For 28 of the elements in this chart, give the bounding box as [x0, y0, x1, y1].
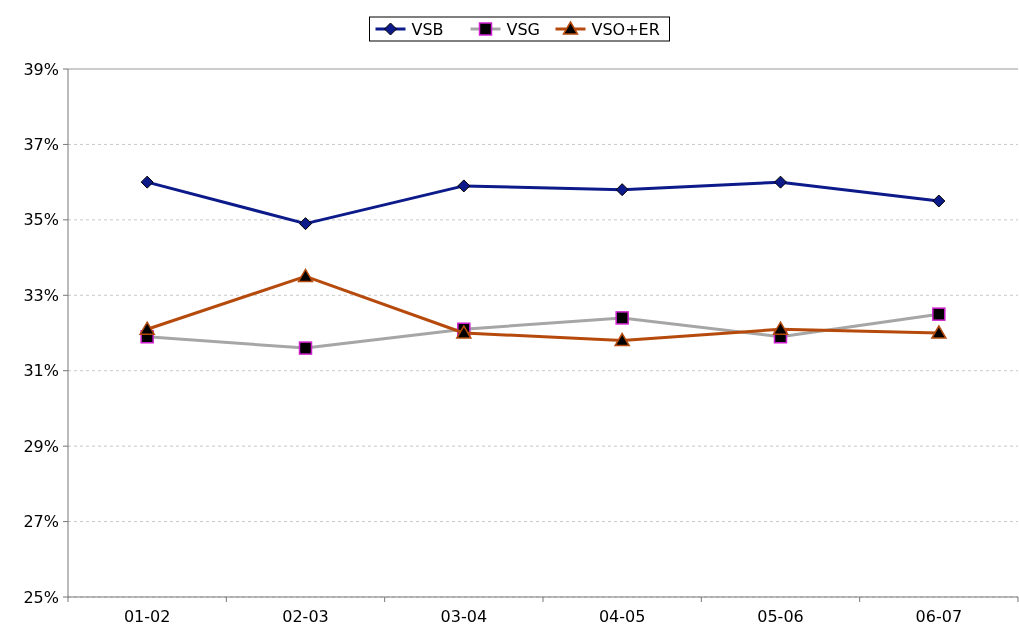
y-tick-label: 31%: [23, 361, 59, 381]
y-tick-label: 35%: [23, 210, 59, 230]
x-tick-label: 04-05: [598, 607, 646, 626]
point: [931, 325, 947, 339]
point: [614, 332, 630, 347]
point: [139, 321, 155, 335]
legend-label: VSB: [411, 19, 444, 39]
point: [774, 175, 787, 189]
x-tick-label: 05-06: [757, 607, 804, 626]
x-tick-label: 06-07: [915, 607, 963, 626]
y-tick-label: 37%: [23, 135, 59, 155]
y-tick-label: 27%: [23, 512, 59, 532]
y-tick-label: 39%: [23, 59, 59, 79]
point: [140, 175, 154, 189]
y-tick-label: 29%: [23, 436, 59, 456]
point: [297, 268, 314, 283]
y-tick-label: 33%: [23, 285, 59, 305]
point: [932, 194, 946, 208]
point: [457, 179, 471, 193]
legend-label: VSO+ER: [591, 19, 660, 39]
y-tick-label: 25%: [23, 587, 59, 607]
legend-label: VSG: [506, 19, 540, 39]
x-tick-label: 02-03: [282, 607, 329, 626]
point: [615, 183, 629, 197]
x-tick-label: 03-04: [440, 607, 488, 626]
point: [772, 321, 789, 335]
x-tick-label: 01-02: [123, 607, 171, 626]
point: [299, 217, 312, 231]
